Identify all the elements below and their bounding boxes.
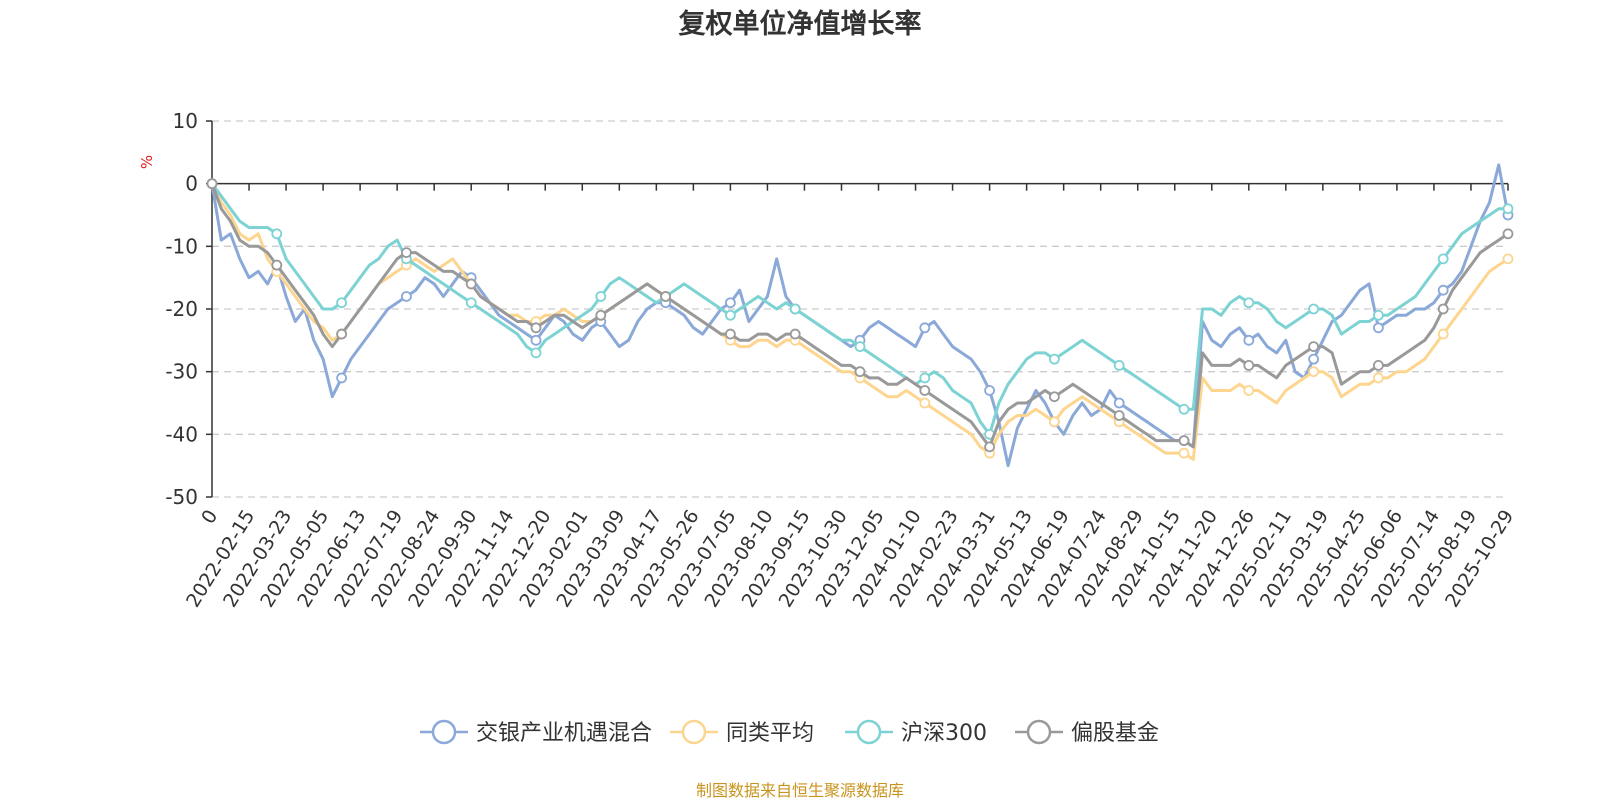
series-marker bbox=[1502, 203, 1514, 215]
series-marker bbox=[789, 328, 801, 340]
x-tick-label: 0 bbox=[197, 506, 222, 528]
series-marker bbox=[1308, 366, 1319, 378]
series-marker bbox=[1049, 391, 1060, 403]
series-marker bbox=[271, 259, 283, 271]
chart-title: 复权单位净值增长率 bbox=[679, 8, 922, 40]
series-marker bbox=[1437, 284, 1449, 296]
y-tick-label: -50 bbox=[165, 485, 198, 509]
series-marker bbox=[1437, 303, 1449, 315]
legend-label: 交银产业机遇混合 bbox=[476, 721, 652, 746]
series-marker bbox=[919, 385, 931, 396]
legend-item[interactable]: 同类平均 bbox=[670, 719, 814, 746]
series-lines bbox=[206, 163, 1514, 468]
legend-item[interactable]: 交银产业机遇混合 bbox=[420, 719, 652, 746]
series-line bbox=[210, 163, 1510, 468]
series-marker bbox=[1113, 359, 1125, 371]
y-tick-label: -40 bbox=[165, 422, 198, 446]
series-marker bbox=[725, 309, 736, 321]
source-note: 制图数据来自恒生聚源数据库 bbox=[696, 781, 904, 800]
series-marker bbox=[530, 347, 542, 359]
series-marker bbox=[1373, 359, 1384, 371]
legend-item[interactable]: 沪深300 bbox=[845, 719, 987, 746]
series-marker bbox=[530, 334, 542, 346]
series-marker bbox=[530, 322, 542, 334]
y-tick-label: 10 bbox=[173, 109, 198, 133]
series-marker bbox=[1308, 353, 1319, 365]
series-marker bbox=[1437, 253, 1449, 265]
series-marker bbox=[400, 291, 412, 302]
series-marker bbox=[919, 322, 931, 334]
series-marker bbox=[1049, 353, 1060, 365]
series-marker bbox=[1243, 359, 1255, 371]
series-marker bbox=[1178, 435, 1190, 447]
series-marker bbox=[271, 228, 283, 240]
legend-label: 同类平均 bbox=[726, 721, 814, 746]
series-marker bbox=[725, 297, 736, 309]
series-marker bbox=[984, 385, 995, 396]
y-axis-ticks: 10 0 -10 -20 -30 -40 -50 bbox=[165, 109, 212, 509]
series-marker bbox=[336, 328, 348, 340]
series-marker bbox=[206, 178, 218, 190]
y-tick-label: -30 bbox=[165, 360, 198, 384]
series-marker bbox=[1243, 334, 1255, 346]
series-marker bbox=[1243, 385, 1255, 396]
series-marker bbox=[595, 309, 607, 321]
legend-label: 沪深300 bbox=[901, 721, 987, 746]
series-marker bbox=[789, 303, 801, 315]
y-tick-label: -20 bbox=[165, 297, 198, 321]
series-marker bbox=[1178, 403, 1190, 415]
series-marker bbox=[595, 291, 607, 302]
legend-item[interactable]: 偏股基金 bbox=[1015, 719, 1159, 746]
series-marker bbox=[1178, 447, 1190, 459]
series-marker bbox=[1049, 416, 1060, 428]
legend-swatch-marker bbox=[1026, 719, 1052, 745]
series-marker bbox=[400, 247, 412, 259]
series-marker bbox=[984, 441, 995, 453]
y-tick-label: -10 bbox=[165, 234, 198, 258]
series-marker bbox=[1502, 228, 1514, 240]
series-marker bbox=[1113, 397, 1125, 409]
y-tick-label: 0 bbox=[185, 172, 198, 196]
series-marker bbox=[465, 278, 477, 290]
legend[interactable]: 交银产业机遇混合 同类平均 沪深300 偏股基金 bbox=[420, 719, 1159, 746]
series-marker bbox=[1437, 328, 1449, 340]
series-marker bbox=[919, 372, 931, 384]
series-marker bbox=[1308, 303, 1319, 315]
legend-swatch-marker bbox=[856, 719, 882, 745]
series-marker bbox=[725, 328, 736, 340]
series-marker bbox=[465, 297, 477, 309]
series-marker bbox=[336, 297, 348, 309]
series-marker bbox=[1502, 253, 1514, 265]
series-marker bbox=[854, 341, 866, 353]
series-marker bbox=[1243, 297, 1255, 309]
series-marker bbox=[1373, 322, 1384, 334]
series-line bbox=[210, 182, 1510, 449]
series-marker bbox=[660, 291, 671, 302]
series-marker bbox=[336, 372, 348, 384]
series-marker bbox=[1308, 341, 1319, 353]
y-axis-unit: % bbox=[138, 155, 156, 169]
x-axis-ticks: 02022-02-152022-03-232022-05-052022-06-1… bbox=[182, 183, 1518, 611]
series-marker bbox=[919, 397, 931, 409]
legend-swatch-marker bbox=[681, 719, 707, 745]
series-marker bbox=[854, 366, 866, 378]
series-line bbox=[210, 182, 1510, 461]
series-marker bbox=[1113, 410, 1125, 421]
series-marker bbox=[1373, 372, 1384, 384]
legend-label: 偏股基金 bbox=[1071, 721, 1159, 746]
legend-swatch-marker bbox=[431, 719, 457, 745]
series-marker bbox=[1373, 309, 1384, 321]
